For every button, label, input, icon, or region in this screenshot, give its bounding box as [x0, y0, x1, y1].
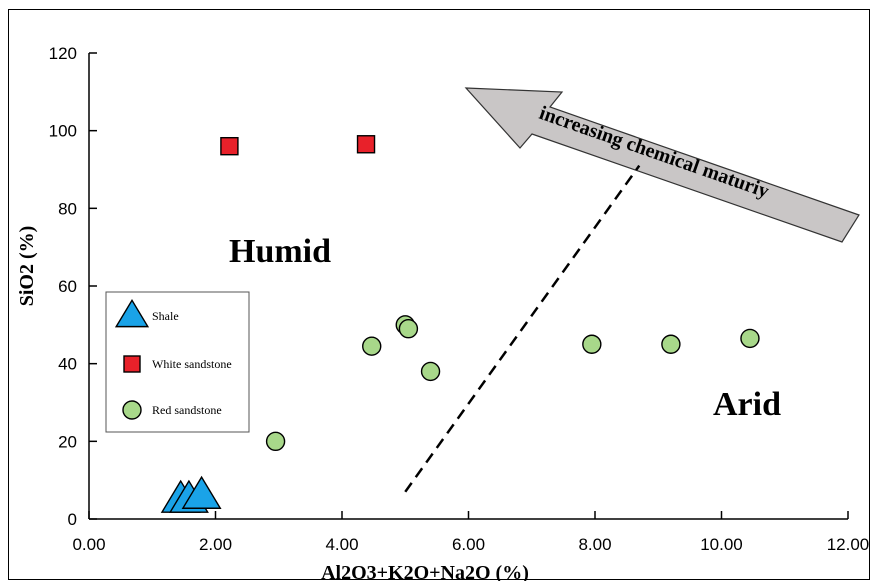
- legend-marker-square: [123, 355, 141, 373]
- x-tick-label: 8.00: [578, 535, 611, 554]
- data-point-circle: [582, 334, 602, 354]
- x-tick-label: 10.00: [700, 535, 743, 554]
- legend-label: Red sandstone: [152, 403, 222, 417]
- chemical-maturity-arrow: increasing chemical maturiy: [464, 87, 860, 243]
- y-tick-label: 20: [58, 432, 77, 451]
- x-tick-label: 0.00: [72, 535, 105, 554]
- data-point-circle: [265, 431, 286, 452]
- data-point-square: [356, 135, 376, 154]
- legend-label: White sandstone: [152, 357, 232, 371]
- x-axis-ticks: 0.00 2.00 4.00 6.00 8.00 10.00 12.00: [72, 511, 869, 554]
- y-tick-label: 120: [49, 44, 77, 63]
- humid-region-label: Humid: [229, 233, 331, 270]
- y-tick-label: 0: [68, 510, 77, 529]
- legend-marker-triangle: [114, 298, 150, 328]
- y-tick-label: 60: [58, 277, 77, 296]
- y-tick-label: 100: [49, 122, 77, 141]
- scatter-chart: 0.00 2.00 4.00 6.00 8.00 10.00 12.00 0 20 40 60 80…: [16, 44, 869, 581]
- arrow-label: increasing chemical maturiy: [536, 102, 772, 203]
- chart-frame: 0.00 2.00 4.00 6.00 8.00 10.00 12.00 0 20 40 60 80…: [8, 9, 870, 581]
- data-points: [160, 135, 760, 513]
- legend: Shale White sandstone Red sandstone: [105, 291, 250, 433]
- dashed-divider-line: [404, 164, 641, 493]
- x-tick-label: 12.00: [827, 535, 870, 554]
- y-tick-label: 40: [58, 355, 77, 374]
- arid-region-label: Arid: [713, 386, 781, 423]
- data-point-square: [220, 136, 239, 156]
- arrow-shape: [464, 87, 860, 243]
- legend-marker-circle: [122, 400, 142, 420]
- x-axis-label: Al2O3+K2O+Na2O (%): [321, 562, 529, 581]
- x-tick-label: 4.00: [325, 535, 358, 554]
- data-point-circle: [740, 328, 760, 349]
- data-point-circle: [661, 334, 681, 354]
- data-point-triangle: [181, 475, 222, 509]
- data-point-circle: [362, 336, 382, 356]
- x-tick-label: 2.00: [199, 535, 232, 554]
- y-tick-label: 80: [58, 199, 77, 218]
- data-point-circle: [398, 319, 419, 339]
- x-tick-label: 6.00: [452, 535, 485, 554]
- legend-label: Shale: [152, 309, 179, 323]
- data-point-circle: [420, 361, 441, 382]
- y-axis-ticks: 0 20 40 60 80 100 120: [49, 44, 97, 529]
- y-axis-label: SiO2 (%): [16, 226, 38, 307]
